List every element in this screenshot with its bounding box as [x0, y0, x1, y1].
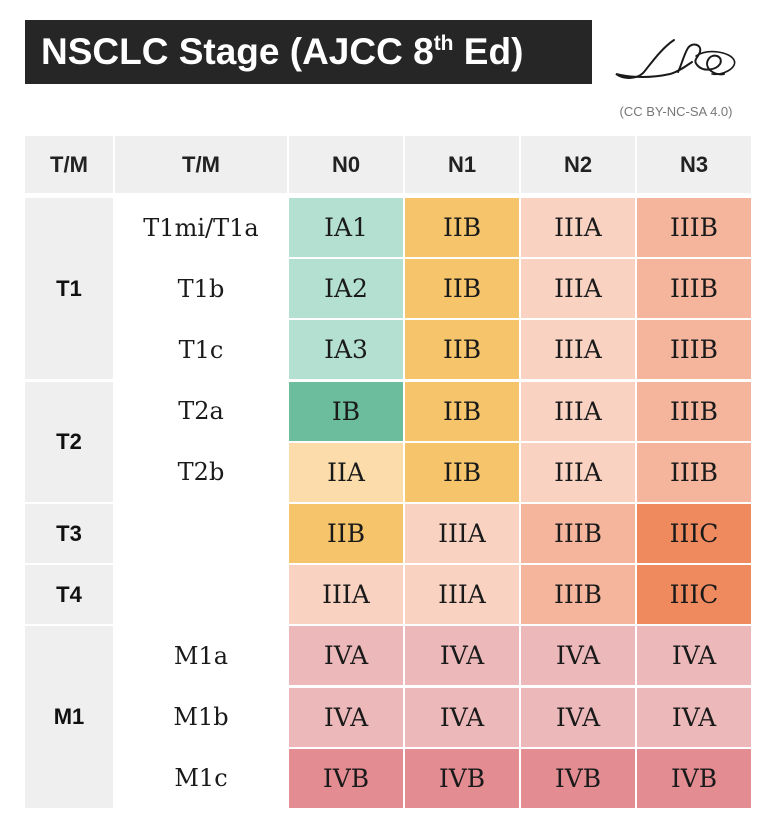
column-header: N2	[521, 136, 635, 193]
stage-cell: IVB	[289, 748, 403, 808]
row-label: M1a	[173, 641, 229, 670]
stage-cell: IIIA	[521, 442, 635, 502]
stage-cell: IIIB	[521, 565, 635, 625]
stage-cell: IIB	[405, 320, 519, 380]
title-tail: Ed)	[453, 31, 524, 72]
stage-cell: IIIA	[289, 565, 403, 625]
stage-cell: IIB	[405, 198, 519, 257]
row-label: T1mi/T1a	[143, 213, 259, 242]
stage-cell: IIIB	[637, 442, 751, 502]
row-label: T1b	[177, 274, 225, 303]
stage-cell: IA1	[289, 198, 403, 257]
row-group-label: T4	[25, 565, 113, 625]
stage-cell: IVA	[405, 626, 519, 686]
row-label: T2a	[178, 397, 224, 426]
stage-cell: IVA	[405, 687, 519, 747]
stage-cell: IIIA	[405, 504, 519, 563]
stage-cell: IVA	[637, 626, 751, 686]
stage-cell: IVA	[289, 687, 403, 747]
stage-cell: IIIB	[637, 381, 751, 441]
page-title: NSCLC Stage (AJCC 8th Ed)	[25, 20, 592, 84]
signature-logo-icon	[615, 39, 736, 79]
row-group-label: T3	[25, 504, 113, 563]
column-header: N0	[289, 136, 403, 193]
stage-cell: IVA	[289, 626, 403, 686]
stage-cell: IVB	[637, 748, 751, 808]
row-label: T1c	[178, 335, 224, 364]
row-label: M1b	[173, 703, 229, 732]
column-header: N1	[405, 136, 519, 193]
stage-cell: IIB	[405, 381, 519, 441]
column-header: N3	[637, 136, 751, 193]
stage-cell: IVA	[637, 687, 751, 747]
stage-cell: IA3	[289, 320, 403, 380]
row-label: T2b	[177, 458, 225, 487]
row-group-label: T1	[25, 198, 113, 380]
title-superscript: th	[433, 32, 454, 55]
stage-cell: IIIB	[637, 198, 751, 257]
column-header: T/M	[25, 136, 113, 193]
stage-cell: IIIB	[637, 259, 751, 319]
column-header: T/M	[115, 136, 287, 193]
license-note: (CC BY-NC-SA 4.0)	[619, 104, 733, 119]
row-label: M1c	[174, 764, 228, 793]
stage-cell: IB	[289, 381, 403, 441]
stage-cell: IIIB	[521, 504, 635, 563]
stage-cell: IIIA	[521, 198, 635, 257]
stage-cell: IIIB	[637, 320, 751, 380]
stage-cell: IIB	[405, 442, 519, 502]
stage-cell: IVB	[521, 748, 635, 808]
row-group-label: M1	[25, 626, 113, 808]
stage-cell: IIIA	[521, 320, 635, 380]
stage-cell: IA2	[289, 259, 403, 319]
stage-cell: IVB	[405, 748, 519, 808]
stage-cell: IIIA	[405, 565, 519, 625]
title-main: NSCLC Stage (AJCC 8	[41, 31, 434, 72]
stage-cell: IVA	[521, 626, 635, 686]
row-group-label: T2	[25, 381, 113, 502]
stage-cell: IIIC	[637, 504, 751, 563]
stage-cell: IIIC	[637, 565, 751, 625]
stage-cell: IIB	[405, 259, 519, 319]
stage-cell: IIA	[289, 442, 403, 502]
stage-cell: IVA	[521, 687, 635, 747]
stage-cell: IIIA	[521, 259, 635, 319]
stage-cell: IIB	[289, 504, 403, 563]
stage-cell: IIIA	[521, 381, 635, 441]
